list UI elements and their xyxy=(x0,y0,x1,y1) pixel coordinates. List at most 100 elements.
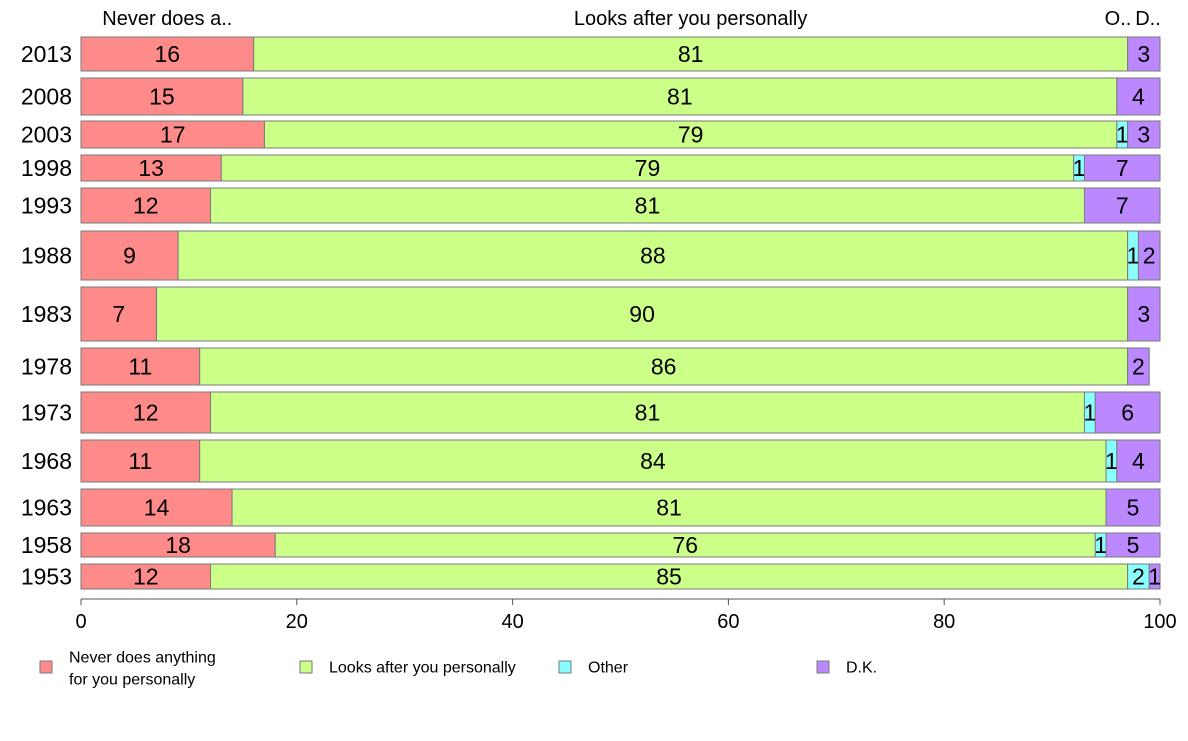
data-label-2003-s2: 1 xyxy=(1116,122,1129,148)
year-label-1993: 1993 xyxy=(21,193,72,219)
data-label-2008-s1: 81 xyxy=(667,84,693,110)
data-label-1998-s3: 7 xyxy=(1116,155,1129,181)
legend-label-2: Other xyxy=(588,660,629,677)
x-tick-label-0: 0 xyxy=(75,611,86,633)
bar-segment-1983-s0 xyxy=(80,286,158,342)
bar-segment-1983-s1 xyxy=(156,286,1129,342)
data-label-1963-s1: 81 xyxy=(656,495,682,521)
bar-segment-1998-s1 xyxy=(220,154,1075,182)
data-label-1978-s1: 86 xyxy=(651,354,677,380)
bar-segment-2003-s1 xyxy=(263,120,1118,149)
bar-segment-2013-s1 xyxy=(253,36,1129,72)
data-label-1998-s2: 1 xyxy=(1073,155,1086,181)
data-label-1968-s0: 11 xyxy=(128,448,152,474)
data-label-1988-s1: 88 xyxy=(640,243,666,269)
bar-segment-1993-s0 xyxy=(80,187,211,224)
bar-segment-1993-s3 xyxy=(1083,187,1161,224)
year-label-2008: 2008 xyxy=(21,84,72,110)
bar-segment-1968-s3 xyxy=(1116,439,1161,483)
bar-segment-2008-s3 xyxy=(1116,77,1161,116)
bar-segment-1953-s3 xyxy=(1148,563,1161,590)
data-label-1993-s3: 7 xyxy=(1116,193,1129,219)
data-label-1998-s0: 13 xyxy=(138,155,164,181)
legend-label-0-line-1: for you personally xyxy=(69,672,195,689)
bar-segment-1953-s0 xyxy=(80,563,211,590)
year-label-1988: 1988 xyxy=(21,243,72,269)
data-label-1983-s3: 3 xyxy=(1137,301,1150,327)
data-label-1973-s2: 1 xyxy=(1083,400,1096,426)
bar-segment-1958-s3 xyxy=(1105,532,1161,558)
bar-segment-1998-s0 xyxy=(80,154,222,182)
data-label-2013-s1: 81 xyxy=(678,41,704,67)
x-tick-label-80: 80 xyxy=(933,611,955,633)
data-label-2003-s3: 3 xyxy=(1137,122,1150,148)
year-label-1963: 1963 xyxy=(21,495,72,521)
year-label-1983: 1983 xyxy=(21,301,72,327)
data-label-2003-s1: 79 xyxy=(678,122,704,148)
bar-segment-1953-s1 xyxy=(209,563,1129,590)
data-label-1958-s2: 1 xyxy=(1094,532,1107,558)
data-label-1983-s1: 90 xyxy=(629,301,655,327)
legend-label-3: D.K. xyxy=(846,660,877,677)
x-tick-label-100: 100 xyxy=(1143,611,1176,633)
year-label-1958: 1958 xyxy=(21,532,72,558)
bar-segment-2003-s0 xyxy=(80,120,265,149)
data-label-1993-s1: 81 xyxy=(635,193,661,219)
data-label-1988-s3: 2 xyxy=(1143,243,1156,269)
data-label-2008-s0: 15 xyxy=(149,84,175,110)
data-label-1988-s0: 9 xyxy=(123,243,136,269)
year-label-2003: 2003 xyxy=(21,122,72,148)
bar-segment-1963-s3 xyxy=(1105,488,1161,527)
legend-swatch-1 xyxy=(299,660,313,674)
bar-segment-1988-s3 xyxy=(1137,230,1161,281)
data-label-1983-s0: 7 xyxy=(112,301,125,327)
bar-segment-1978-s3 xyxy=(1127,347,1150,386)
data-label-1978-s3: 2 xyxy=(1132,354,1145,380)
x-tick-label-60: 60 xyxy=(717,611,739,633)
bar-segment-1983-s3 xyxy=(1127,286,1161,342)
data-label-1953-s3: 1 xyxy=(1148,564,1161,590)
series-header-0: Never does a.. xyxy=(102,8,232,30)
bar-segment-1968-s1 xyxy=(199,439,1107,483)
year-label-1978: 1978 xyxy=(21,354,72,380)
series-header-1: Looks after you personally xyxy=(574,8,807,30)
data-label-1973-s3: 6 xyxy=(1121,400,1134,426)
data-label-1978-s0: 11 xyxy=(128,354,152,380)
legend-label-1: Looks after you personally xyxy=(329,660,516,677)
data-label-1993-s0: 12 xyxy=(133,193,159,219)
x-tick-label-20: 20 xyxy=(286,611,308,633)
year-label-1973: 1973 xyxy=(21,400,72,426)
data-label-1968-s3: 4 xyxy=(1132,448,1145,474)
bar-segment-1993-s1 xyxy=(209,187,1085,224)
bar-segment-2013-s3 xyxy=(1127,36,1161,72)
legend-swatch-0 xyxy=(39,660,53,674)
year-label-1968: 1968 xyxy=(21,448,72,474)
data-label-1953-s0: 12 xyxy=(133,564,159,590)
data-label-1963-s0: 14 xyxy=(144,495,170,521)
bar-segment-1998-s3 xyxy=(1083,154,1161,182)
series-header-2: O.. xyxy=(1105,8,1132,30)
bar-segment-1963-s0 xyxy=(80,488,233,527)
year-label-1998: 1998 xyxy=(21,155,72,181)
bar-segment-2003-s3 xyxy=(1127,120,1161,149)
data-label-2003-s0: 17 xyxy=(160,122,186,148)
bar-segment-2013-s0 xyxy=(80,36,255,72)
data-label-1968-s1: 84 xyxy=(640,448,666,474)
data-label-1998-s1: 79 xyxy=(635,155,661,181)
legend-label-0-line-0: Never does anything xyxy=(69,650,216,667)
data-label-1973-s1: 81 xyxy=(635,400,661,426)
data-label-1953-s2: 2 xyxy=(1132,564,1145,590)
data-label-1958-s0: 18 xyxy=(165,532,191,558)
data-label-2013-s3: 3 xyxy=(1137,41,1150,67)
legend-swatch-3 xyxy=(816,660,830,674)
bar-segment-1958-s0 xyxy=(80,532,276,558)
data-label-1958-s3: 5 xyxy=(1127,532,1140,558)
data-label-2013-s0: 16 xyxy=(155,41,181,67)
bar-segment-1973-s3 xyxy=(1094,391,1161,434)
series-header-3: D.. xyxy=(1135,8,1161,30)
x-tick-label-40: 40 xyxy=(501,611,523,633)
legend-swatch-2 xyxy=(558,660,572,674)
year-label-1953: 1953 xyxy=(21,564,72,590)
